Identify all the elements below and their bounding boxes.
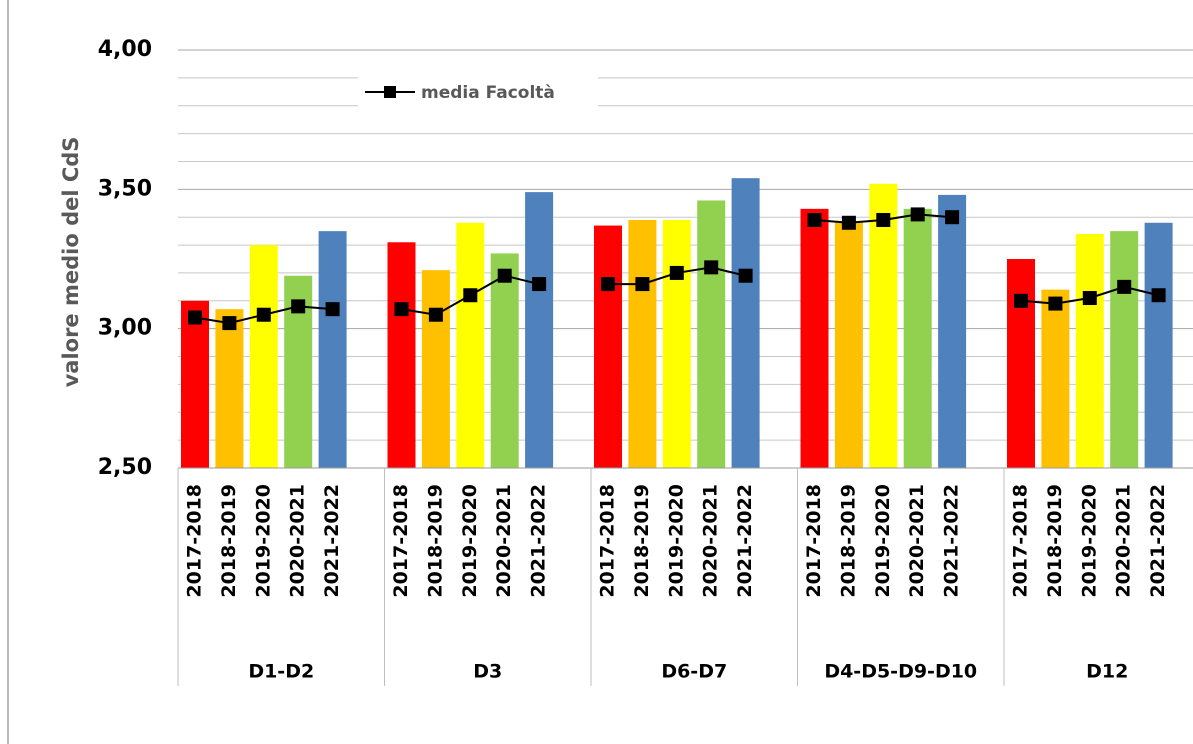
- x-tick-label: 2021-2022: [734, 484, 756, 598]
- line-marker: [704, 260, 719, 275]
- bar: [594, 225, 622, 468]
- bar: [628, 219, 657, 468]
- line-marker: [1151, 288, 1166, 303]
- bar: [903, 208, 932, 468]
- line-marker: [256, 307, 271, 322]
- group-label: D3: [473, 661, 502, 683]
- line-marker: [222, 316, 237, 331]
- line-marker: [635, 277, 650, 292]
- x-tick-label: 2018-2019: [424, 484, 446, 598]
- x-tick-label: 2021-2022: [1147, 484, 1169, 598]
- group-label: D6-D7: [661, 661, 727, 683]
- y-tick-label: 4,00: [98, 37, 152, 62]
- x-tick-label: 2019-2020: [252, 484, 274, 598]
- bar: [421, 270, 450, 468]
- x-tick-label: 2019-2020: [459, 484, 481, 598]
- bar: [834, 222, 863, 468]
- line-marker: [910, 207, 925, 222]
- y-tick-label: 2,50: [98, 455, 152, 480]
- x-tick-label: 2020-2021: [906, 484, 928, 598]
- group-label: D4-D5-D9-D10: [824, 661, 977, 683]
- bar: [490, 253, 519, 468]
- y-tick-label: 3,50: [98, 176, 152, 201]
- x-tick-label: 2021-2022: [941, 484, 963, 598]
- bar: [181, 300, 209, 468]
- bar: [249, 245, 278, 468]
- bar: [387, 242, 416, 468]
- bar: [456, 222, 485, 468]
- x-tick-label: 2021-2022: [528, 484, 550, 598]
- bar: [697, 200, 726, 469]
- bar: [662, 219, 691, 468]
- bar: [869, 183, 898, 468]
- line-marker: [738, 268, 753, 283]
- line-marker: [532, 277, 547, 292]
- bar: [318, 231, 347, 468]
- x-tick-label: 2020-2021: [287, 484, 309, 598]
- bar: [215, 309, 244, 468]
- bar: [1007, 259, 1035, 468]
- x-tick-label: 2018-2019: [837, 484, 859, 598]
- line-marker: [1082, 291, 1097, 306]
- legend-marker: [384, 86, 396, 98]
- x-tick-label: 2017-2018: [1010, 484, 1032, 598]
- line-marker: [188, 310, 202, 325]
- x-tick-label: 2017-2018: [803, 484, 825, 598]
- x-tick-label: 2019-2020: [665, 484, 687, 598]
- bar: [1110, 231, 1139, 468]
- line-marker: [394, 302, 409, 317]
- x-tick-label: 2021-2022: [321, 484, 343, 598]
- x-tick-label: 2018-2019: [218, 484, 240, 598]
- bar: [1041, 289, 1070, 468]
- x-tick-label: 2017-2018: [184, 484, 206, 598]
- line-marker: [669, 265, 684, 280]
- line-marker: [428, 307, 443, 322]
- bar: [938, 194, 967, 468]
- x-tick-label: 2019-2020: [872, 484, 894, 598]
- line-marker: [325, 302, 340, 317]
- line-marker: [601, 277, 615, 292]
- y-axis-label: valore medio del CdS: [59, 137, 83, 388]
- x-tick-label: 2020-2021: [700, 484, 722, 598]
- group-label: D1-D2: [248, 661, 314, 683]
- line-marker: [1048, 296, 1063, 311]
- bar: [1075, 233, 1104, 468]
- line-marker: [876, 212, 891, 227]
- line-marker: [1014, 293, 1028, 308]
- bar: [1144, 222, 1173, 468]
- x-tick-label: 2017-2018: [390, 484, 412, 598]
- line-marker: [497, 268, 512, 283]
- x-tick-label: 2018-2019: [631, 484, 653, 598]
- line-marker: [1117, 279, 1132, 294]
- x-tick-label: 2018-2019: [1044, 484, 1066, 598]
- line-marker: [463, 288, 478, 303]
- group-label: D12: [1086, 661, 1128, 683]
- bar: [525, 192, 554, 468]
- line-marker: [807, 212, 822, 227]
- bar: [731, 178, 760, 469]
- x-tick-label: 2019-2020: [1078, 484, 1100, 598]
- bar: [800, 208, 829, 468]
- y-tick-label: 3,00: [98, 316, 152, 341]
- line-marker: [945, 210, 960, 225]
- line-marker: [291, 299, 306, 314]
- legend-label: media Facoltà: [421, 83, 555, 103]
- x-tick-label: 2017-2018: [597, 484, 619, 598]
- line-marker: [841, 215, 856, 230]
- x-tick-label: 2020-2021: [1113, 484, 1135, 598]
- x-tick-label: 2020-2021: [493, 484, 515, 598]
